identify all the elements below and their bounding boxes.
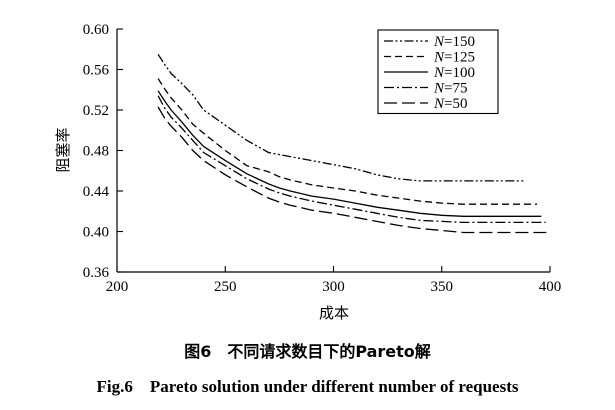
x-tick-label: 250 bbox=[214, 279, 237, 295]
y-tick-label: 0.48 bbox=[83, 144, 109, 160]
x-tick-label: 300 bbox=[322, 279, 345, 295]
legend-label: N=125 bbox=[433, 50, 475, 66]
series-line-n125 bbox=[157, 78, 537, 205]
ticks: 0.36 0.40 0.44 0.48 0.52 0.56 0.60 200 250 300 350… bbox=[83, 22, 562, 295]
series-line-n150 bbox=[157, 53, 524, 182]
y-tick-label: 0.40 bbox=[83, 225, 109, 241]
x-tick-label: 200 bbox=[106, 279, 129, 295]
pareto-line-chart: 0.36 0.40 0.44 0.48 0.52 0.56 0.60 200 250 300 350… bbox=[54, 22, 562, 322]
legend-label: N=50 bbox=[433, 96, 467, 112]
figure-caption-english: Fig.6 Pareto solution under different nu… bbox=[96, 377, 519, 396]
y-tick-label: 0.36 bbox=[83, 265, 110, 281]
x-axis-title: 成本 bbox=[319, 304, 349, 322]
figure-caption-chinese: 图6 不同请求数目下的Pareto解 bbox=[184, 342, 431, 361]
y-tick-label: 0.44 bbox=[83, 184, 110, 200]
y-tick-label: 0.60 bbox=[83, 22, 109, 38]
series-line-n50 bbox=[157, 106, 548, 234]
series-line-n100 bbox=[157, 90, 542, 217]
y-axis-title: 阻塞率 bbox=[54, 127, 72, 172]
x-tick-label: 400 bbox=[539, 279, 562, 295]
x-tick-label: 350 bbox=[431, 279, 454, 295]
legend-label: N=100 bbox=[433, 65, 475, 81]
y-tick-label: 0.52 bbox=[83, 103, 109, 119]
series-group bbox=[157, 53, 548, 234]
y-tick-label: 0.56 bbox=[83, 63, 110, 79]
legend-label: N=150 bbox=[433, 34, 475, 50]
legend-label: N=75 bbox=[433, 81, 467, 97]
series-line-n75 bbox=[157, 95, 546, 224]
